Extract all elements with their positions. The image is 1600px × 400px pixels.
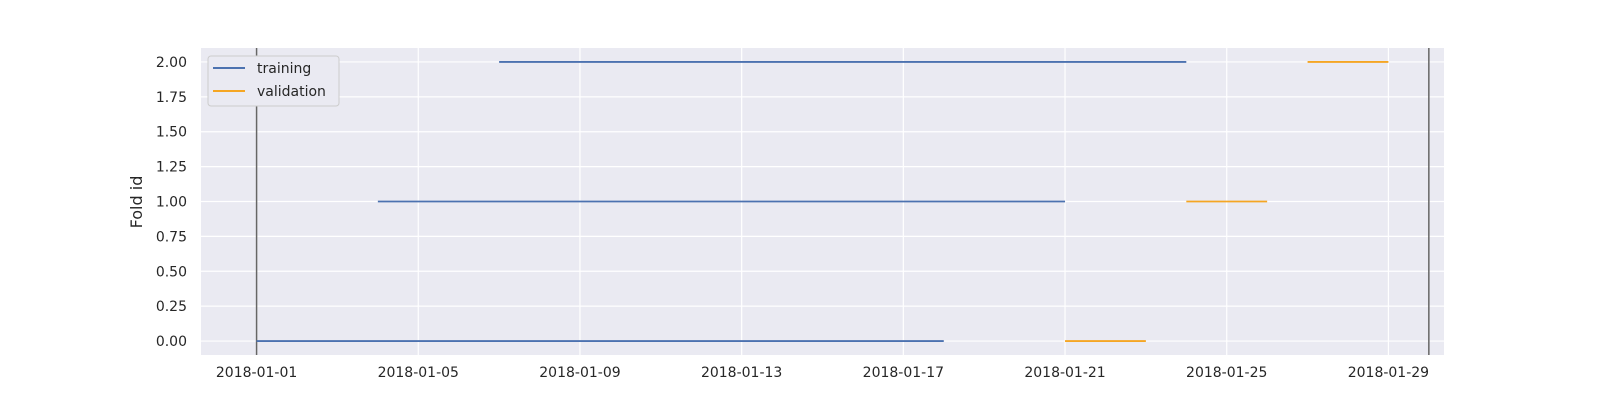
y-tick-label: 1.25 bbox=[156, 160, 187, 176]
x-tick-label: 2018-01-01 bbox=[216, 365, 297, 381]
tick-labels: 2018-01-01 2018-01-05 2018-01-09 2018-01-13… bbox=[156, 55, 1429, 381]
x-tick-label: 2018-01-17 bbox=[863, 365, 944, 381]
y-tick-label: 1.00 bbox=[156, 195, 187, 211]
x-tick-label: 2018-01-25 bbox=[1186, 365, 1267, 381]
x-tick-label: 2018-01-29 bbox=[1348, 365, 1429, 381]
y-tick-label: 0.25 bbox=[156, 299, 187, 315]
y-tick-label: 1.50 bbox=[156, 125, 187, 141]
legend-label-validation: validation bbox=[257, 84, 326, 100]
y-tick-label: 0.50 bbox=[156, 264, 187, 280]
x-tick-label: 2018-01-05 bbox=[378, 365, 459, 381]
series-segments bbox=[256, 61, 1389, 342]
legend-label-training: training bbox=[257, 61, 311, 77]
y-tick-label: 1.75 bbox=[156, 90, 187, 106]
y-axis-label: Fold id bbox=[127, 176, 146, 229]
y-tick-label: 0.75 bbox=[156, 229, 187, 245]
legend: training validation bbox=[207, 55, 340, 107]
y-tick-label: 2.00 bbox=[156, 55, 187, 71]
x-tick-label: 2018-01-13 bbox=[701, 365, 782, 381]
x-tick-label: 2018-01-21 bbox=[1024, 365, 1105, 381]
x-tick-label: 2018-01-09 bbox=[539, 365, 620, 381]
y-tick-label: 0.00 bbox=[156, 334, 187, 350]
